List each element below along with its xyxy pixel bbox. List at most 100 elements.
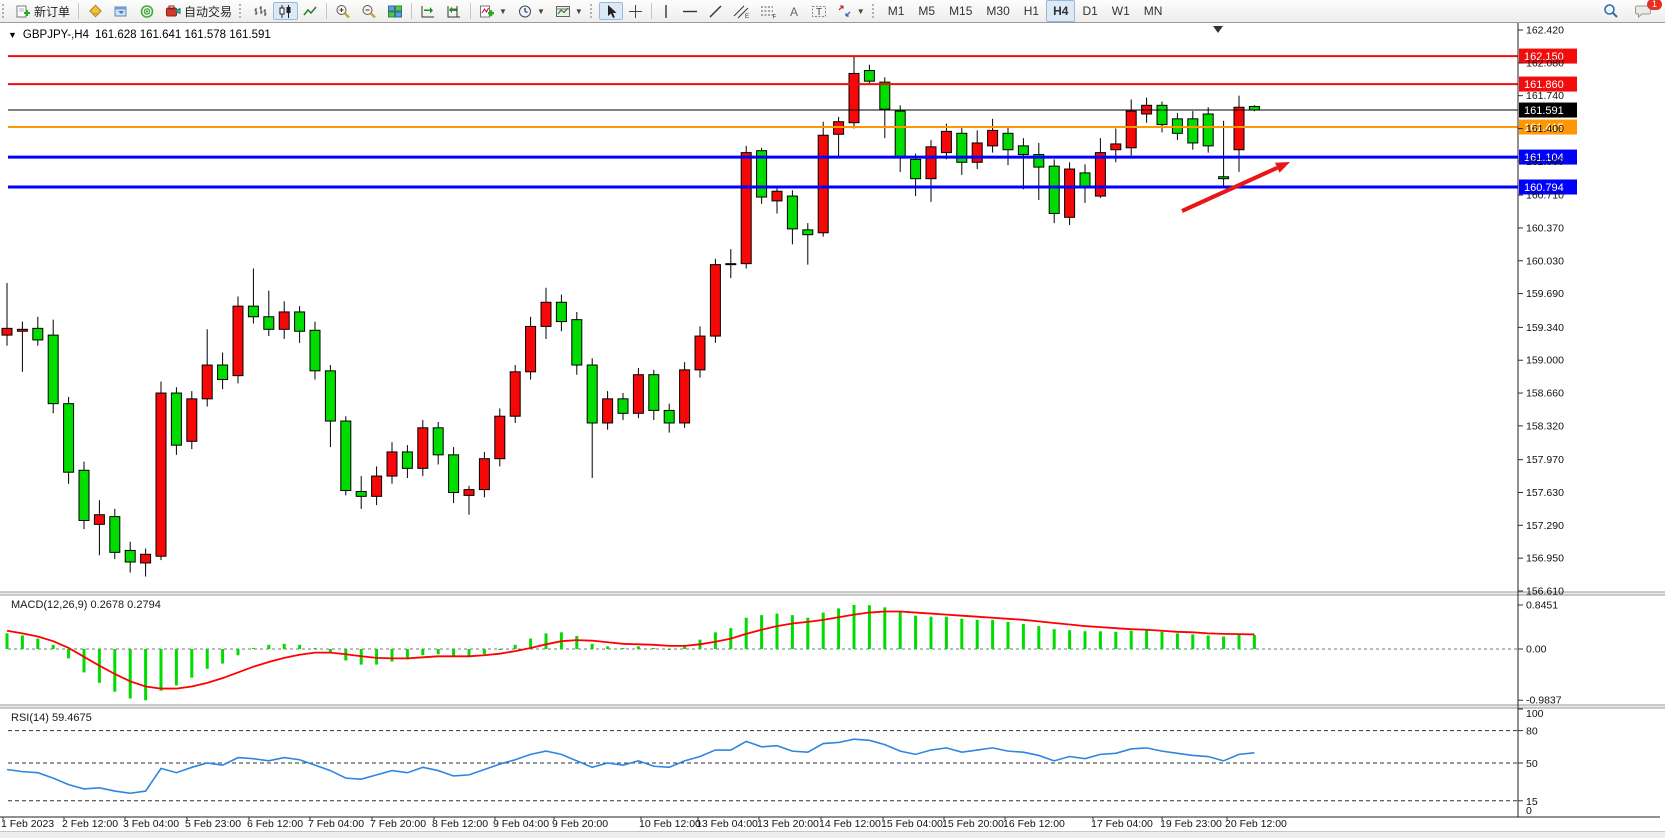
svg-text:161.104: 161.104 bbox=[1524, 152, 1564, 164]
toolbar-grip[interactable] bbox=[589, 4, 597, 18]
svg-text:161.400: 161.400 bbox=[1526, 123, 1564, 135]
svg-text:-0.9837: -0.9837 bbox=[1526, 695, 1562, 707]
line-chart-button[interactable] bbox=[298, 2, 323, 20]
svg-text:7 Feb 20:00: 7 Feb 20:00 bbox=[370, 818, 426, 830]
svg-text:161.591: 161.591 bbox=[1524, 105, 1564, 117]
rsi-indicator-label: RSI(14) 59.4675 bbox=[11, 712, 92, 724]
svg-text:160.794: 160.794 bbox=[1524, 182, 1564, 194]
auto-scroll-button[interactable] bbox=[415, 2, 441, 20]
dropdown-caret-icon: ▼ bbox=[856, 6, 865, 16]
toolbar-separator bbox=[78, 3, 80, 19]
market-watch-button[interactable] bbox=[82, 2, 108, 20]
dropdown-caret-icon: ▼ bbox=[574, 6, 583, 16]
equidistant-channel-button[interactable]: E bbox=[728, 2, 755, 20]
candlestick-chart-button[interactable] bbox=[273, 2, 299, 20]
svg-text:162.420: 162.420 bbox=[1526, 25, 1564, 37]
zoom-in-button[interactable] bbox=[330, 2, 356, 20]
svg-text:1 Feb 2023: 1 Feb 2023 bbox=[1, 818, 54, 830]
svg-text:162.080: 162.080 bbox=[1526, 57, 1564, 69]
search-button[interactable] bbox=[1598, 2, 1624, 20]
svg-text:15: 15 bbox=[1526, 796, 1538, 808]
text-button[interactable]: A bbox=[782, 2, 806, 20]
zoom-in-icon bbox=[336, 4, 350, 18]
dropdown-caret-icon: ▼ bbox=[499, 6, 507, 16]
svg-text:159.000: 159.000 bbox=[1526, 355, 1564, 367]
svg-text:160.710: 160.710 bbox=[1526, 190, 1564, 202]
notifications-button[interactable]: 1 bbox=[1630, 0, 1662, 20]
svg-text:50: 50 bbox=[1526, 758, 1538, 770]
clock-icon bbox=[518, 5, 531, 17]
data-window-button[interactable] bbox=[108, 2, 134, 20]
svg-text:10 Feb 12:00: 10 Feb 12:00 bbox=[639, 818, 701, 830]
periods-button[interactable]: ▼ bbox=[512, 2, 550, 20]
arrows-button[interactable]: ▼ bbox=[832, 2, 870, 20]
horizontal-line-button[interactable] bbox=[677, 2, 703, 20]
crosshair-icon bbox=[628, 4, 642, 18]
svg-text:9 Feb 20:00: 9 Feb 20:00 bbox=[552, 818, 608, 830]
svg-text:16 Feb 12:00: 16 Feb 12:00 bbox=[1003, 818, 1065, 830]
chart-symbol-period: GBPJPY-,H4 bbox=[22, 29, 89, 41]
new-order-button[interactable]: 新订单 bbox=[11, 2, 75, 20]
vertical-line-button[interactable] bbox=[655, 2, 677, 20]
svg-text:8 Feb 12:00: 8 Feb 12:00 bbox=[432, 818, 488, 830]
svg-text:15 Feb 04:00: 15 Feb 04:00 bbox=[881, 818, 943, 830]
chart-window: 162.150 161.860 161.591 161.415 161.104 160.7… bbox=[0, 22, 1665, 838]
timeframe-m15-button[interactable]: M15 bbox=[949, 4, 973, 18]
toolbar-grip[interactable] bbox=[239, 4, 246, 18]
chart-shift-button[interactable] bbox=[441, 2, 467, 20]
templates-button[interactable]: ▼ bbox=[550, 2, 588, 20]
svg-text:A: A bbox=[790, 5, 798, 19]
equidistant-channel-icon: E bbox=[733, 5, 749, 19]
one-click-trading-toggle[interactable]: ▼ bbox=[8, 30, 17, 40]
svg-text:157.630: 157.630 bbox=[1526, 487, 1564, 499]
trendline-button[interactable] bbox=[703, 2, 728, 20]
autotrade-button[interactable]: 自动交易 bbox=[160, 2, 237, 20]
timeframe-h1-button[interactable]: H1 bbox=[1023, 4, 1040, 18]
svg-text:E: E bbox=[745, 14, 749, 19]
svg-text:158.660: 158.660 bbox=[1526, 388, 1564, 400]
svg-text:161.060: 161.060 bbox=[1526, 156, 1564, 168]
timeframe-mn-button[interactable]: MN bbox=[1143, 4, 1163, 18]
svg-text:160.030: 160.030 bbox=[1526, 255, 1564, 267]
bar-chart-button[interactable] bbox=[248, 2, 273, 20]
window-bottom-edge bbox=[0, 831, 1665, 838]
timeframe-d1-button[interactable]: D1 bbox=[1082, 4, 1098, 18]
crosshair-button[interactable] bbox=[623, 2, 648, 20]
cursor-button[interactable] bbox=[598, 2, 623, 20]
svg-text:9 Feb 04:00: 9 Feb 04:00 bbox=[493, 818, 549, 830]
zoom-out-button[interactable] bbox=[356, 2, 382, 20]
toolbar-separator bbox=[650, 3, 652, 19]
svg-text:3 Feb 04:00: 3 Feb 04:00 bbox=[123, 818, 179, 830]
svg-text:156.610: 156.610 bbox=[1526, 585, 1564, 597]
svg-text:159.340: 159.340 bbox=[1526, 322, 1564, 334]
svg-text:15 Feb 20:00: 15 Feb 20:00 bbox=[942, 818, 1004, 830]
svg-text:0.8451: 0.8451 bbox=[1526, 599, 1558, 611]
timeframe-w1-button[interactable]: W1 bbox=[1111, 4, 1130, 18]
autotrade-icon bbox=[166, 5, 181, 16]
macd-indicator-label: MACD(12,26,9) 0.2678 0.2794 bbox=[11, 599, 161, 611]
text-label-button[interactable]: T bbox=[806, 2, 832, 20]
timeframe-m30-button[interactable]: M30 bbox=[986, 4, 1010, 18]
svg-text:156.950: 156.950 bbox=[1526, 553, 1564, 565]
navigator-icon bbox=[140, 4, 154, 18]
svg-text:162.150: 162.150 bbox=[1524, 51, 1564, 63]
timeframe-m5-button[interactable]: M5 bbox=[918, 4, 936, 18]
tile-windows-button[interactable] bbox=[382, 2, 408, 20]
arrows-icon bbox=[838, 4, 851, 17]
chart-canvas[interactable]: 162.150 161.860 161.591 161.415 161.104 160.7… bbox=[0, 23, 1665, 838]
svg-text:6 Feb 12:00: 6 Feb 12:00 bbox=[247, 818, 303, 830]
indicators-button[interactable]: ▼ bbox=[474, 2, 512, 20]
fibonacci-button[interactable]: F bbox=[755, 2, 782, 20]
svg-text:F: F bbox=[772, 14, 776, 19]
cursor-icon bbox=[607, 4, 617, 18]
autotrade-label: 自动交易 bbox=[184, 4, 233, 19]
order-ticket-icon bbox=[16, 5, 30, 17]
timeframe-m1-button[interactable]: M1 bbox=[887, 4, 905, 18]
svg-text:T: T bbox=[816, 7, 822, 18]
navigator-button[interactable] bbox=[134, 2, 160, 20]
toolbar-grip[interactable] bbox=[2, 4, 9, 18]
text-icon: A bbox=[790, 5, 798, 19]
svg-text:13 Feb 20:00: 13 Feb 20:00 bbox=[757, 818, 819, 830]
timeframe-h4-button[interactable]: H4 bbox=[1046, 0, 1076, 22]
toolbar-grip[interactable] bbox=[871, 4, 879, 18]
